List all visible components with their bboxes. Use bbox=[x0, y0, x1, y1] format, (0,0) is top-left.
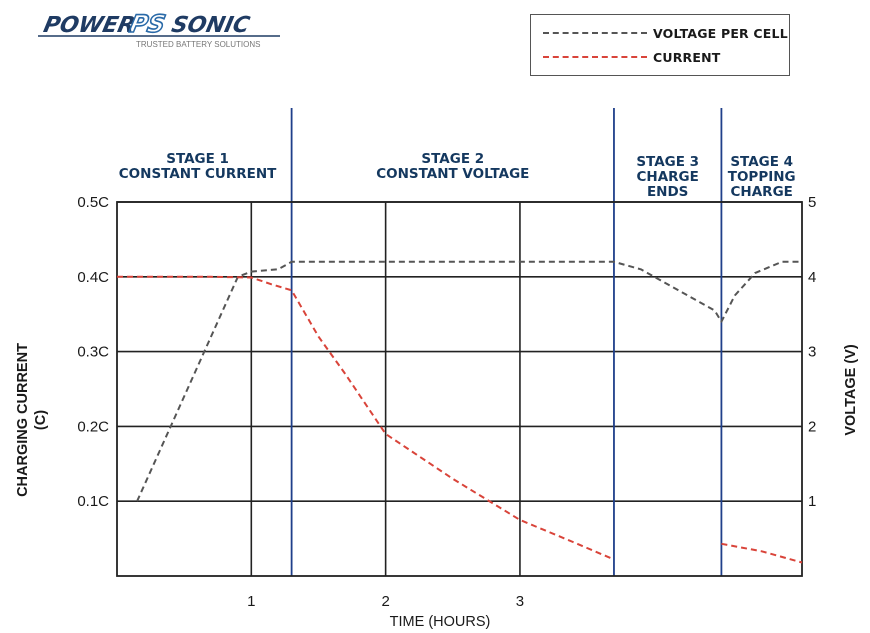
logo-word-sonic: SONIC bbox=[169, 12, 252, 38]
stage-label: ENDS bbox=[647, 184, 688, 200]
stage-label: STAGE 3 bbox=[636, 154, 699, 170]
legend: VOLTAGE PER CELL CURRENT bbox=[530, 14, 790, 76]
stage-label: CHARGE bbox=[731, 184, 793, 200]
logo-word-power: POWER bbox=[41, 12, 137, 38]
stage-label: CONSTANT CURRENT bbox=[119, 166, 277, 182]
right-tick-label: 5 bbox=[808, 194, 816, 211]
plot-frame bbox=[116, 201, 803, 577]
stage-label: CHARGE bbox=[637, 169, 699, 185]
logo-word-ps: PS bbox=[127, 9, 168, 38]
voltage-series-line bbox=[136, 260, 802, 502]
current-series-line bbox=[721, 542, 803, 564]
grid-lines bbox=[117, 201, 802, 576]
right-tick-label: 3 bbox=[808, 344, 816, 361]
power-sonic-logo: POWER PS SONIC TRUSTED BATTERY SOLUTIONS bbox=[38, 8, 280, 49]
left-tick-label: 0.2C bbox=[77, 418, 109, 435]
legend-label-current: CURRENT bbox=[653, 49, 721, 65]
stage-label: TOPPING bbox=[728, 169, 796, 185]
stage-dividers bbox=[290, 108, 723, 576]
stage-label: STAGE 1 bbox=[166, 151, 229, 167]
legend-label-voltage: VOLTAGE PER CELL bbox=[653, 25, 788, 41]
x-tick-label: 1 bbox=[247, 593, 255, 610]
x-tick-label: 2 bbox=[381, 593, 389, 610]
stage-label: CONSTANT VOLTAGE bbox=[376, 166, 529, 182]
series-layer bbox=[117, 260, 803, 564]
current-dash-swatch bbox=[543, 56, 647, 58]
stage-label: STAGE 4 bbox=[730, 154, 793, 170]
left-tick-label: 0.4C bbox=[77, 269, 109, 286]
voltage-dash-swatch bbox=[543, 32, 647, 34]
x-tick-label: 3 bbox=[516, 593, 524, 610]
right-tick-label: 2 bbox=[808, 418, 816, 435]
right-tick-label: 1 bbox=[808, 493, 816, 510]
left-tick-label: 0.5C bbox=[77, 194, 109, 211]
left-axis-title-line2: (C) bbox=[33, 410, 49, 430]
right-tick-label: 4 bbox=[808, 269, 816, 286]
legend-item-voltage: VOLTAGE PER CELL bbox=[543, 23, 788, 43]
left-axis-title-line1: CHARGING CURRENT bbox=[15, 343, 31, 497]
right-axis-title: VOLTAGE (V) bbox=[843, 344, 859, 435]
x-axis-title: TIME (HOURS) bbox=[390, 614, 491, 630]
current-series-line bbox=[117, 275, 615, 561]
legend-item-current: CURRENT bbox=[543, 47, 721, 67]
stage-label: STAGE 2 bbox=[421, 151, 484, 167]
logo-tagline: TRUSTED BATTERY SOLUTIONS bbox=[136, 40, 260, 49]
left-tick-label: 0.3C bbox=[77, 344, 109, 361]
left-tick-label: 0.1C bbox=[77, 493, 109, 510]
